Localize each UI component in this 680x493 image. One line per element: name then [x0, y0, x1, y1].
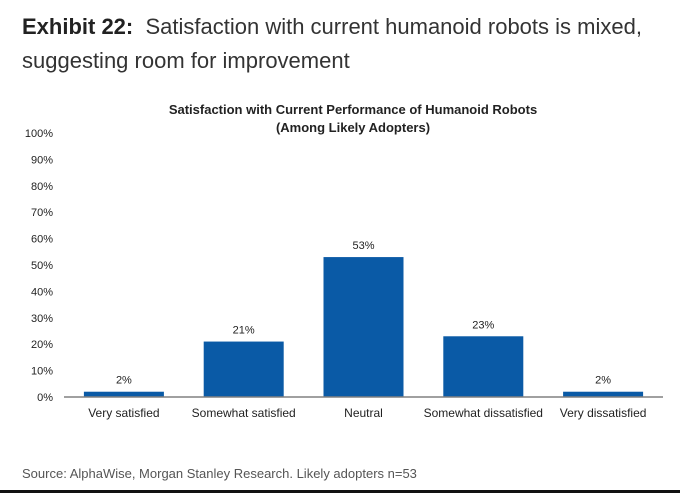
y-tick-label: 90% [31, 154, 53, 166]
y-tick-label: 50% [31, 260, 53, 272]
y-tick-label: 30% [31, 313, 53, 325]
bar [443, 336, 524, 397]
y-tick-label: 0% [37, 392, 53, 404]
bar [323, 257, 404, 397]
bottom-border [0, 490, 680, 493]
bar-chart: Satisfaction with Current Performance of… [25, 102, 663, 420]
bar [83, 391, 164, 397]
x-tick-label: Very dissatisfied [560, 406, 647, 420]
exhibit-label: Exhibit 22: [22, 14, 134, 39]
y-tick-label: 80% [31, 181, 53, 193]
y-tick-label: 100% [25, 128, 53, 140]
x-tick-label: Very satisfied [88, 406, 159, 420]
chart-title-line-1: Satisfaction with Current Performance of… [169, 102, 537, 117]
x-tick-label: Somewhat satisfied [192, 406, 296, 420]
x-tick-label: Neutral [344, 406, 383, 420]
exhibit-heading: Exhibit 22: Satisfaction with current hu… [22, 10, 672, 78]
data-labels: 2% 21% 53% 23% 2% [116, 240, 611, 387]
bar [563, 391, 644, 397]
x-axis: Very satisfied Somewhat satisfied Neutral S… [88, 406, 646, 420]
y-axis: 0% 10% 20% 30% 40% 50% 60% 70% 80% 90% 100% [25, 128, 53, 404]
bars [83, 257, 644, 397]
y-tick-label: 60% [31, 234, 53, 246]
y-tick-label: 70% [31, 207, 53, 219]
data-label: 53% [352, 240, 374, 252]
heading-text-line-1: Satisfaction with current humanoid robot… [145, 14, 642, 39]
y-tick-label: 40% [31, 286, 53, 298]
y-tick-label: 10% [31, 366, 53, 378]
chart-title-line-2: (Among Likely Adopters) [276, 120, 430, 135]
bar [203, 341, 284, 397]
y-tick-label: 20% [31, 339, 53, 351]
data-label: 21% [233, 325, 255, 337]
heading-line-1: Exhibit 22: Satisfaction with current hu… [22, 10, 672, 44]
source-note: Source: AlphaWise, Morgan Stanley Resear… [22, 466, 417, 481]
data-label: 2% [595, 375, 611, 387]
heading-text-line-2: suggesting room for improvement [22, 48, 350, 73]
data-label: 23% [472, 319, 494, 331]
x-tick-label: Somewhat dissatisfied [424, 406, 543, 420]
data-label: 2% [116, 375, 132, 387]
